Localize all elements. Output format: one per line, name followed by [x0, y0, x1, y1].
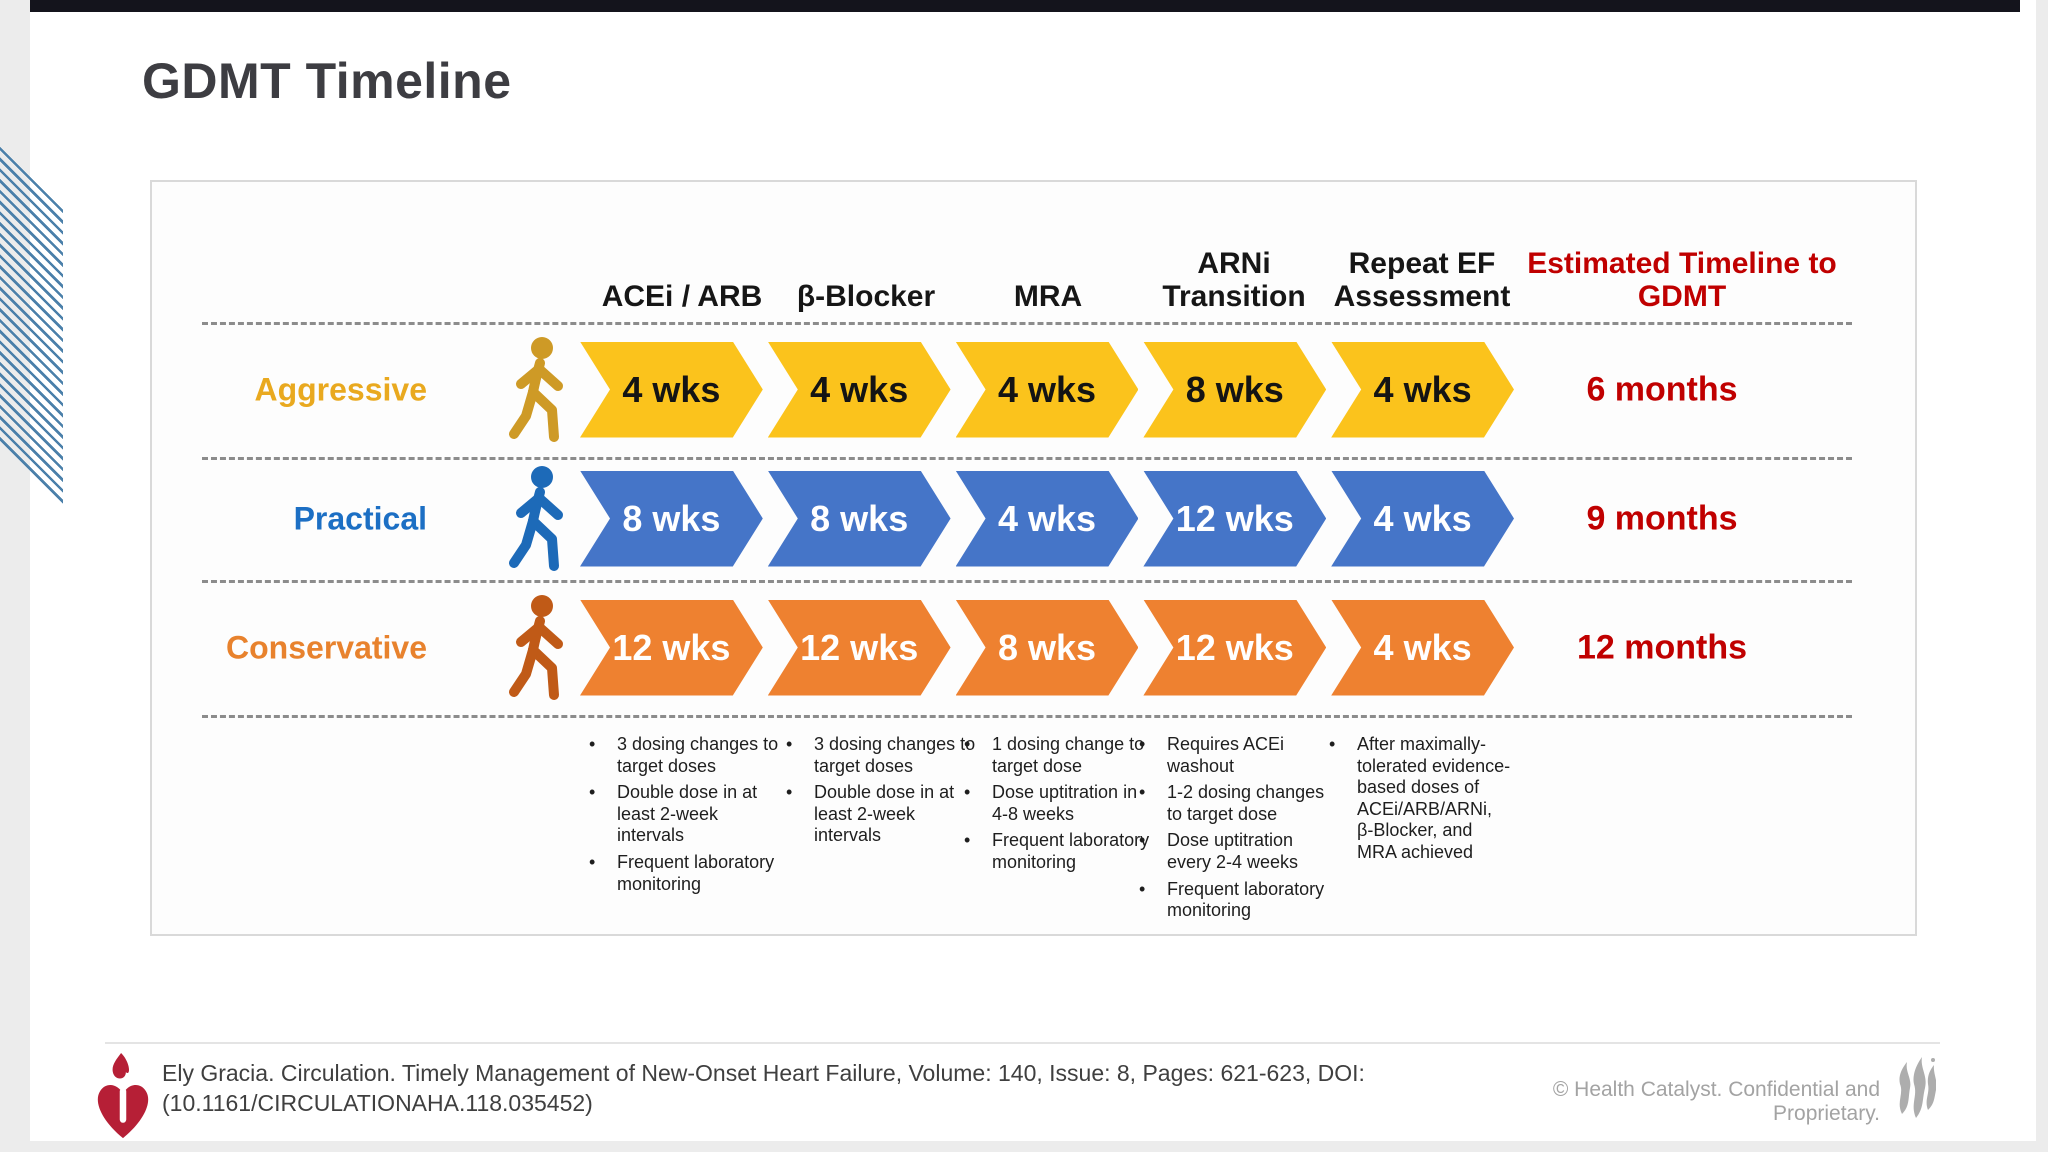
- duration-label: 12 wks: [800, 626, 919, 668]
- arrow-track: 4 wks 4 wks 4 wks 8 wks 4 wks: [580, 342, 1514, 438]
- column-header-repeat-ef: Repeat EF Assessment: [1333, 246, 1511, 314]
- duration-label: 4 wks: [1373, 626, 1472, 668]
- duration-label: 4 wks: [997, 497, 1097, 539]
- copyright-text: © Health Catalyst. Confidential and Prop…: [1552, 1078, 1880, 1125]
- estimated-total: 9 months: [1586, 499, 1738, 537]
- note-item: 1 dosing change to target dose: [962, 734, 1157, 777]
- timeline-arrow: 8 wks: [1143, 342, 1326, 438]
- dashed-separator: [202, 715, 1852, 718]
- dashed-separator: [202, 580, 1852, 583]
- notes-beta-blocker: 3 dosing changes to target doses Double …: [784, 734, 976, 852]
- page-title: GDMT Timeline: [142, 53, 512, 109]
- note-item: Frequent laboratory monitoring: [962, 830, 1157, 873]
- top-accent-bar: [30, 0, 2020, 12]
- timeline-panel: ACEi / ARB β-Blocker MRA ARNi Transition…: [150, 180, 1917, 936]
- citation-line-1: Ely Gracia. Circulation. Timely Manageme…: [162, 1060, 1365, 1086]
- timeline-arrow: 4 wks: [768, 342, 951, 438]
- timeline-row-aggressive: Aggressive 4 wks 4 wks 4 wks 8 wks 4 wks…: [152, 322, 1919, 457]
- column-header-mra: MRA: [1013, 280, 1083, 314]
- estimated-total: 12 months: [1576, 628, 1748, 666]
- note-item: Double dose in at least 2-week intervals: [784, 782, 976, 847]
- citation-line-2: (10.1161/CIRCULATIONAHA.118.035452): [162, 1090, 593, 1116]
- notes-mra: 1 dosing change to target dose Dose upti…: [962, 734, 1157, 879]
- timeline-arrow: 4 wks: [1331, 471, 1514, 567]
- row-label-practical: Practical: [293, 500, 427, 536]
- duration-label: 8 wks: [810, 497, 909, 539]
- row-label-conservative: Conservative: [226, 629, 427, 665]
- timeline-arrow: 4 wks: [956, 342, 1139, 438]
- dashed-separator: [202, 322, 1852, 325]
- dashed-separator: [202, 457, 1852, 460]
- timeline-arrow: 8 wks: [956, 600, 1139, 696]
- timeline-arrow: 4 wks: [1331, 342, 1514, 438]
- duration-label: 8 wks: [622, 497, 721, 539]
- duration-label: 4 wks: [810, 368, 909, 410]
- timeline-arrow: 12 wks: [1143, 600, 1326, 696]
- column-header-estimated-timeline: Estimated Timeline to GDMT: [1527, 246, 1837, 314]
- aha-heart-torch-logo: [97, 1052, 149, 1139]
- column-header-beta-blocker: β-Blocker: [796, 280, 936, 314]
- duration-label: 4 wks: [997, 368, 1097, 410]
- footer-divider: [105, 1042, 1940, 1044]
- duration-label: 8 wks: [1185, 368, 1284, 410]
- timeline-arrow: 8 wks: [580, 471, 763, 567]
- note-item: Frequent laboratory monitoring: [587, 852, 779, 895]
- timeline-row-conservative: Conservative 12 wks 12 wks 8 wks 12 wks …: [152, 580, 1919, 715]
- duration-label: 12 wks: [612, 626, 731, 668]
- arrow-track: 8 wks 8 wks 4 wks 12 wks 4 wks: [580, 471, 1514, 567]
- timeline-arrow: 12 wks: [580, 600, 763, 696]
- column-header-arni-transition: ARNi Transition: [1162, 246, 1306, 314]
- note-item: Double dose in at least 2-week intervals: [587, 782, 779, 847]
- timeline-arrow: 4 wks: [956, 471, 1139, 567]
- note-item: Dose uptitration in 4-8 weeks: [962, 782, 1157, 825]
- note-item: Dose uptitration every 2-4 weeks: [1137, 830, 1329, 873]
- duration-label: 4 wks: [622, 368, 721, 410]
- timeline-arrow: 8 wks: [768, 471, 951, 567]
- notes-acei-arb: 3 dosing changes to target doses Double …: [587, 734, 779, 900]
- column-header-acei-arb: ACEi / ARB: [601, 280, 763, 314]
- note-item: Frequent laboratory monitoring: [1137, 879, 1329, 922]
- health-catalyst-flame-logo: [1899, 1057, 1936, 1118]
- duration-label: 8 wks: [997, 626, 1097, 668]
- walking-person-icon: [509, 465, 563, 571]
- arrow-track: 12 wks 12 wks 8 wks 12 wks 4 wks: [580, 600, 1514, 696]
- walking-person-icon: [509, 336, 563, 442]
- timeline-arrow: 4 wks: [580, 342, 763, 438]
- citation-text: Ely Gracia. Circulation. Timely Manageme…: [162, 1058, 1382, 1118]
- notes-repeat-ef: After maximally-tolerated evidence-based…: [1327, 734, 1512, 869]
- duration-label: 4 wks: [1373, 368, 1472, 410]
- duration-label: 4 wks: [1373, 497, 1472, 539]
- diagonal-stripes-decoration: [0, 143, 63, 505]
- timeline-arrow: 12 wks: [1143, 471, 1326, 567]
- row-label-aggressive: Aggressive: [254, 371, 427, 407]
- duration-label: 12 wks: [1175, 626, 1294, 668]
- walking-person-icon: [509, 594, 563, 700]
- duration-label: 12 wks: [1175, 497, 1294, 539]
- note-item: Requires ACEi washout: [1137, 734, 1329, 777]
- note-item: 1-2 dosing changes to target dose: [1137, 782, 1329, 825]
- notes-arni-transition: Requires ACEi washout 1-2 dosing changes…: [1137, 734, 1329, 927]
- timeline-arrow: 4 wks: [1331, 600, 1514, 696]
- note-item: After maximally-tolerated evidence-based…: [1327, 734, 1512, 864]
- timeline-row-practical: Practical 8 wks 8 wks 4 wks 12 wks 4 wks…: [152, 457, 1919, 580]
- note-item: 3 dosing changes to target doses: [587, 734, 779, 777]
- timeline-arrow: 12 wks: [768, 600, 951, 696]
- estimated-total: 6 months: [1586, 370, 1738, 408]
- note-item: 3 dosing changes to target doses: [784, 734, 976, 777]
